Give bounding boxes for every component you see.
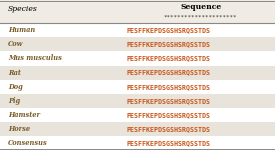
Text: Sequence: Sequence	[180, 3, 221, 11]
Text: Hamster: Hamster	[8, 111, 40, 119]
Text: PESFFKEPDSGSHSRQSSTDS: PESFFKEPDSGSHSRQSSTDS	[126, 140, 210, 146]
Text: PESFFKEPDSGSHSRQSSTDS: PESFFKEPDSGSHSRQSSTDS	[126, 126, 210, 132]
Text: PESFFKEPDSGSHSRQSSTDS: PESFFKEPDSGSHSRQSSTDS	[126, 70, 210, 76]
Text: PESFFKEPDSGSHSRQSSTDS: PESFFKEPDSGSHSRQSSTDS	[126, 56, 210, 62]
Bar	[0, 66, 275, 80]
Bar	[0, 23, 275, 37]
Text: Human: Human	[8, 26, 35, 34]
Bar	[0, 108, 275, 122]
Bar	[0, 94, 275, 108]
Text: Pig: Pig	[8, 97, 20, 105]
Text: Species: Species	[8, 5, 38, 13]
Text: Rat: Rat	[8, 69, 21, 76]
Text: PESFFKEPDSGSHSRQSSTDS: PESFFKEPDSGSHSRQSSTDS	[126, 41, 210, 47]
Text: Mus musculus: Mus musculus	[8, 54, 62, 62]
Bar	[0, 122, 275, 136]
Bar	[0, 37, 275, 51]
Text: Horse: Horse	[8, 125, 30, 133]
Text: Dog: Dog	[8, 83, 23, 91]
Bar	[0, 51, 275, 66]
Text: PESFFKEPDSGSHSRQSSTDS: PESFFKEPDSGSHSRQSSTDS	[126, 84, 210, 90]
Bar	[0, 136, 275, 150]
Text: PESFFKEPDSGSHSRQSSTDS: PESFFKEPDSGSHSRQSSTDS	[126, 27, 210, 33]
Text: *********************: *********************	[164, 14, 238, 19]
Bar	[0, 80, 275, 94]
Text: Cow: Cow	[8, 40, 24, 48]
Text: Consensus: Consensus	[8, 139, 48, 147]
Bar	[0, 0, 275, 23]
Text: PESFFKEPDSGSHSRQSSTDS: PESFFKEPDSGSHSRQSSTDS	[126, 112, 210, 118]
Text: PESFFKEPDSGSHSRQSSTDS: PESFFKEPDSGSHSRQSSTDS	[126, 98, 210, 104]
